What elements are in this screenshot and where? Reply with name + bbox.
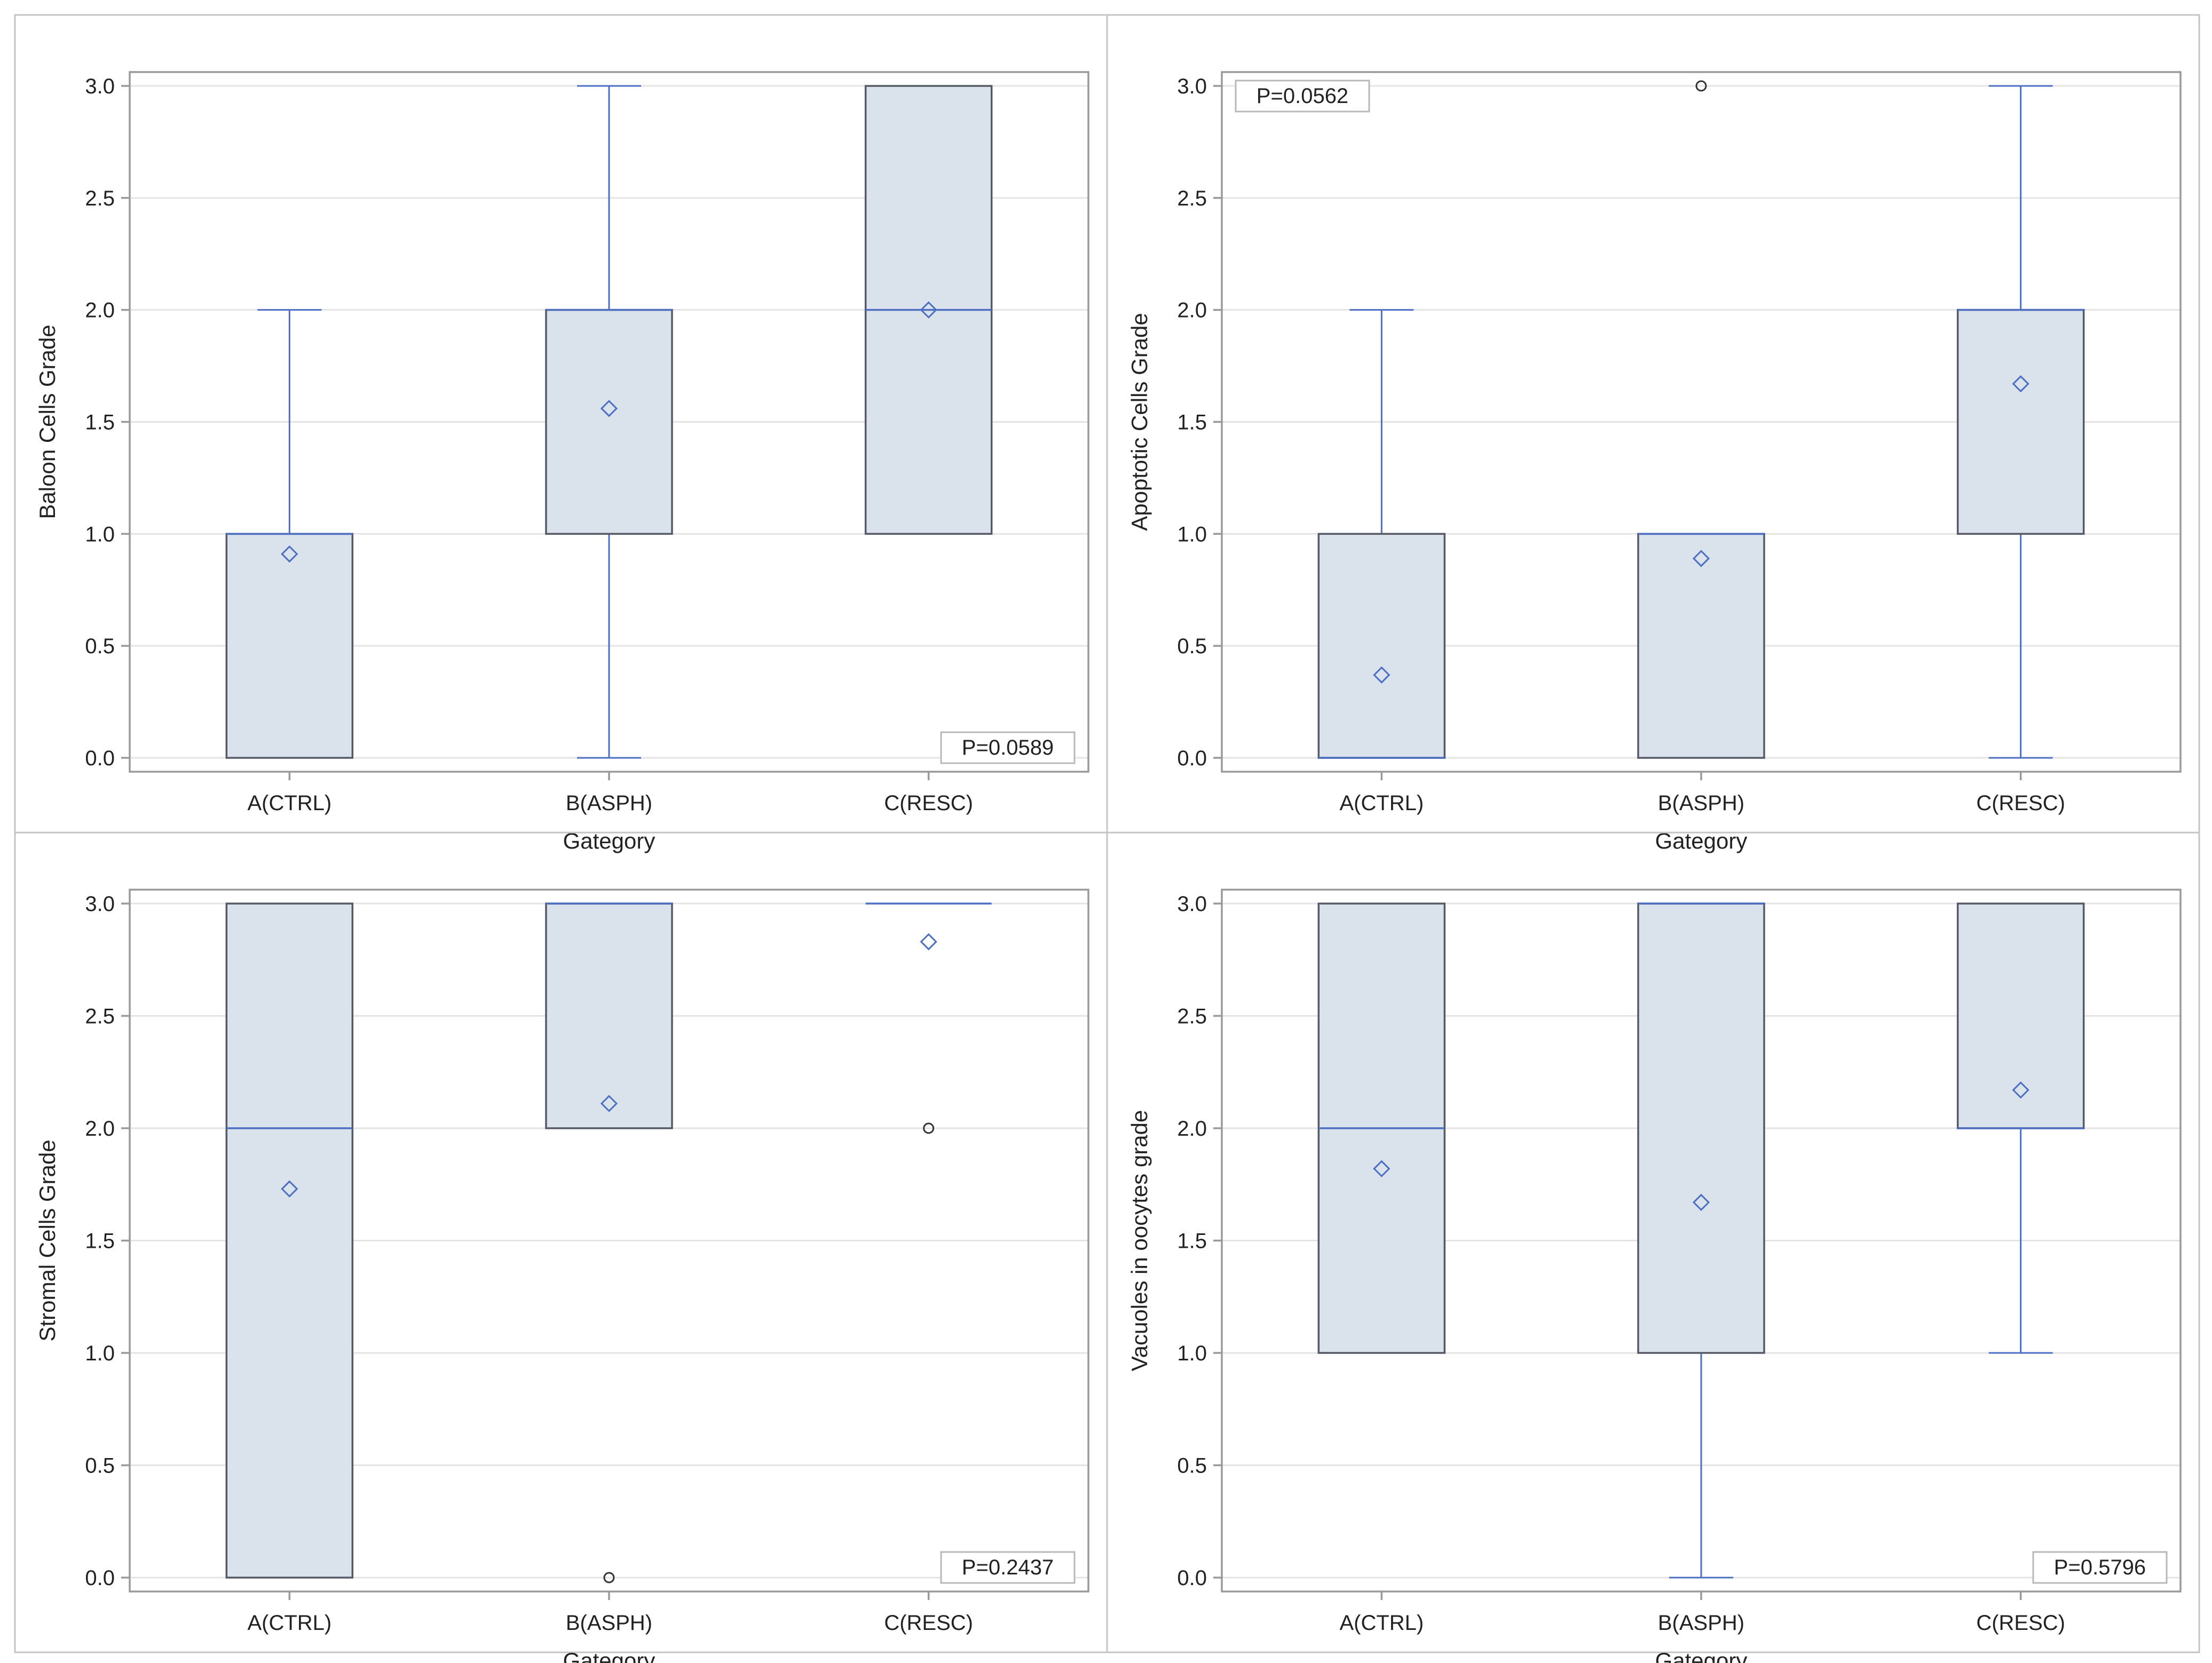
- box-B(ASPH): [545, 902, 673, 1583]
- y-tick-label: 1.5: [85, 411, 115, 434]
- x-tick-label: A(CTRL): [1339, 791, 1424, 815]
- mean-marker: [1692, 1193, 1710, 1211]
- x-tick-label: A(CTRL): [247, 791, 331, 815]
- mean-marker: [281, 1180, 298, 1198]
- box-C(RESC): [864, 85, 993, 535]
- y-tick-label: 0.5: [85, 1454, 115, 1478]
- y-tick-label: 1.0: [1177, 522, 1207, 546]
- p-value-annotation: P=0.0589: [940, 731, 1076, 764]
- y-tick-label: 2.5: [85, 1005, 115, 1028]
- p-value-annotation: P=0.2437: [940, 1551, 1076, 1584]
- iqr-box: [1637, 902, 1765, 1354]
- annotation-box: [940, 1551, 1076, 1584]
- iqr-box: [1956, 902, 2085, 1129]
- box-A(CTRL): [1317, 309, 1446, 759]
- x-tick-label: C(RESC): [1976, 1611, 2065, 1635]
- y-tick-label: 2.0: [85, 1117, 115, 1141]
- y-axis-title: Apoptotic Cells Grade: [1127, 313, 1152, 531]
- outlier-point: [923, 1122, 935, 1134]
- x-axis-title: Gategory: [1655, 1648, 1748, 1663]
- annotation-box: [940, 731, 1076, 764]
- annotation-box: [2032, 1551, 2168, 1584]
- box-C(RESC): [1956, 85, 2085, 759]
- mean-marker: [920, 933, 937, 951]
- y-tick-label: 3.0: [1177, 75, 1207, 98]
- p-value-label: P=0.0589: [962, 736, 1054, 759]
- x-axis-title: Gategory: [563, 1648, 655, 1663]
- y-tick-label: 3.0: [85, 892, 115, 916]
- x-tick-label: B(ASPH): [1658, 791, 1744, 815]
- iqr-box: [1637, 533, 1765, 759]
- y-tick-label: 2.5: [1177, 1005, 1207, 1028]
- y-tick-label: 2.5: [1177, 187, 1207, 210]
- outlier-point: [1695, 80, 1707, 92]
- mean-marker: [600, 1095, 618, 1112]
- y-tick-label: 0.5: [1177, 1454, 1207, 1478]
- y-tick-label: 3.0: [1177, 892, 1207, 916]
- p-value-label: P=0.2437: [962, 1556, 1054, 1579]
- mean-marker: [1373, 1160, 1391, 1177]
- iqr-box: [1317, 533, 1446, 759]
- y-tick-label: 1.5: [1177, 411, 1207, 434]
- panel-1: 0.0 0.5 1.0 1.5 2.0 2.5 3.0 A(CTRL) B(ASPH) C(RES…: [14, 14, 1108, 853]
- mean-marker: [281, 545, 298, 563]
- x-tick-label: A(CTRL): [1339, 1611, 1424, 1635]
- y-axis-title: Vacuoles in oocytes grade: [1127, 1110, 1152, 1372]
- y-tick-label: 0.0: [1177, 747, 1207, 770]
- y-tick-label: 2.0: [1177, 299, 1207, 322]
- p-value-annotation: P=0.5796: [2032, 1551, 2168, 1584]
- y-tick-label: 0.0: [1177, 1566, 1207, 1590]
- y-tick-label: 1.0: [85, 522, 115, 546]
- iqr-box: [545, 308, 673, 535]
- panel-4: 0.0 0.5 1.0 1.5 2.0 2.5 3.0 A(CTRL) B(ASPH) C(RES…: [1106, 832, 2200, 1663]
- y-tick-label: 0.5: [1177, 635, 1207, 658]
- x-tick-label: C(RESC): [884, 791, 973, 815]
- iqr-box: [545, 902, 673, 1129]
- y-tick-label: 1.5: [1177, 1230, 1207, 1253]
- box-B(ASPH): [545, 85, 673, 759]
- x-tick-label: C(RESC): [1976, 791, 2065, 815]
- y-tick-label: 0.5: [85, 635, 115, 658]
- panel-border: [1106, 832, 2200, 1653]
- mean-marker: [1373, 666, 1391, 684]
- mean-marker: [600, 400, 618, 417]
- y-tick-label: 2.5: [85, 187, 115, 210]
- box-C(RESC): [865, 902, 992, 1134]
- box-B(ASPH): [1637, 902, 1765, 1579]
- y-tick-label: 0.0: [85, 1566, 115, 1590]
- p-value-label: P=0.0562: [1257, 84, 1348, 108]
- y-tick-label: 0.0: [85, 747, 115, 770]
- p-value-label: P=0.5796: [2054, 1556, 2146, 1579]
- iqr-box: [225, 902, 354, 1579]
- panel-3: 0.0 0.5 1.0 1.5 2.0 2.5 3.0 A(CTRL) B(ASPH) C(RES…: [14, 832, 1108, 1663]
- mean-marker: [1692, 550, 1710, 567]
- p-value-annotation: P=0.0562: [1235, 80, 1370, 113]
- y-tick-label: 1.0: [85, 1342, 115, 1365]
- annotation-box: [1235, 80, 1370, 113]
- box-A(CTRL): [1317, 902, 1446, 1354]
- y-tick-label: 3.0: [85, 75, 115, 98]
- x-tick-label: B(ASPH): [566, 791, 652, 815]
- mean-marker: [920, 301, 937, 319]
- y-tick-label: 2.0: [85, 299, 115, 322]
- iqr-box: [225, 533, 354, 759]
- y-tick-label: 2.0: [1177, 1117, 1207, 1141]
- mean-marker: [2012, 375, 2029, 393]
- iqr-box: [1956, 308, 2085, 535]
- outlier-point: [603, 1572, 615, 1583]
- x-tick-label: B(ASPH): [566, 1611, 652, 1635]
- y-tick-label: 1.0: [1177, 1342, 1207, 1365]
- x-tick-label: A(CTRL): [247, 1611, 331, 1635]
- x-tick-label: C(RESC): [884, 1611, 973, 1635]
- y-axis-title: Stromal Cells Grade: [35, 1139, 60, 1341]
- y-tick-label: 1.5: [85, 1230, 115, 1253]
- box-A(CTRL): [225, 902, 354, 1579]
- x-tick-label: B(ASPH): [1658, 1611, 1744, 1635]
- y-axis-title: Baloon Cells Grade: [35, 324, 60, 519]
- box-B(ASPH): [1637, 80, 1765, 759]
- box-C(RESC): [1956, 902, 2085, 1354]
- box-A(CTRL): [225, 309, 354, 759]
- mean-marker: [2012, 1081, 2029, 1099]
